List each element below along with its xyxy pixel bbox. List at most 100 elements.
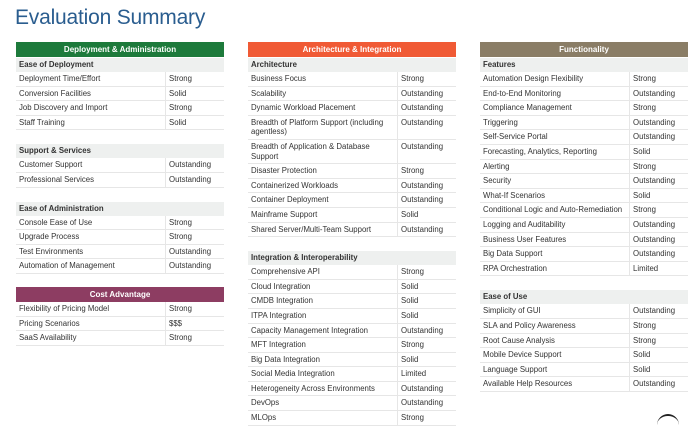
criterion-label: SaaS Availability bbox=[16, 331, 166, 345]
criterion-label: Cloud Integration bbox=[248, 279, 398, 294]
rating-value: Solid bbox=[633, 146, 651, 156]
table-row: Root Cause Analysis Strong bbox=[480, 333, 688, 349]
criterion-label: Language Support bbox=[480, 362, 630, 377]
rating-value: Solid bbox=[169, 117, 187, 127]
rating-value: Solid bbox=[633, 364, 651, 374]
table-row: Comprehensive API Strong bbox=[248, 265, 456, 280]
table-row: SLA and Policy Awareness Strong bbox=[480, 318, 688, 334]
rating-value: Strong bbox=[169, 217, 192, 227]
table-row: Security Outstanding bbox=[480, 174, 688, 189]
column-right: Functionality Features Automation Design F… bbox=[480, 42, 688, 392]
table-row: Conditional Logic and Auto-Remediation St… bbox=[480, 203, 688, 218]
table-row: Compliance Management Strong bbox=[480, 101, 688, 116]
table-row: Professional Services Outstanding bbox=[16, 172, 224, 188]
criterion-label: Forecasting, Analytics, Reporting bbox=[480, 144, 630, 159]
criterion-label: End-to-End Monitoring bbox=[480, 86, 630, 101]
criterion-label: Self-Service Portal bbox=[480, 130, 630, 144]
table-row: Forecasting, Analytics, Reporting Solid bbox=[480, 144, 688, 160]
table-row: Automation of Management Outstanding bbox=[16, 259, 224, 274]
table-row: ITPA Integration Solid bbox=[248, 308, 456, 324]
criterion-label: Staff Training bbox=[16, 115, 166, 130]
rating-value: Outstanding bbox=[401, 398, 444, 408]
table-row: Upgrade Process Strong bbox=[16, 230, 224, 245]
group-spacer bbox=[248, 237, 456, 250]
rating-value: Strong bbox=[633, 74, 656, 83]
table-row: Heterogeneity Across Environments Outstan… bbox=[248, 381, 456, 397]
group-title: Features bbox=[480, 58, 688, 72]
rating-value: Strong bbox=[633, 161, 656, 171]
table-row: Deployment Time/Effort Strong bbox=[16, 72, 224, 87]
table-row: What-If Scenarios Solid bbox=[480, 188, 688, 204]
table-row: Capacity Management Integration Outstandi… bbox=[248, 323, 456, 339]
criterion-label: Capacity Management Integration bbox=[248, 323, 398, 338]
rating-value: Strong bbox=[169, 232, 192, 242]
rating-value: Outstanding bbox=[401, 383, 444, 393]
rating-value: Strong bbox=[401, 267, 424, 277]
group-spacer bbox=[16, 188, 224, 201]
rating-value: Outstanding bbox=[633, 306, 676, 316]
criterion-label: MFT Integration bbox=[248, 338, 398, 352]
table-row: Job Discovery and Import Strong bbox=[16, 101, 224, 116]
table-row: Automation Design Flexibility Strong bbox=[480, 72, 688, 87]
rating-value: Outstanding bbox=[401, 325, 444, 335]
table-row: Alerting Strong bbox=[480, 159, 688, 175]
section-architecture-integration: Architecture & Integration Architecture Bu… bbox=[248, 42, 456, 426]
table-row: Breadth of Application & Database Suppor… bbox=[248, 139, 456, 165]
criterion-label: DevOps bbox=[248, 396, 398, 411]
table-row: Container Deployment Outstanding bbox=[248, 193, 456, 208]
section-header: Cost Advantage bbox=[16, 286, 224, 302]
criterion-label: Shared Server/Multi-Team Support bbox=[248, 222, 398, 237]
rating-value: Solid bbox=[401, 209, 419, 219]
rating-value: Solid bbox=[401, 354, 419, 364]
rating-value: Solid bbox=[169, 88, 187, 98]
page-title: Evaluation Summary bbox=[15, 6, 206, 29]
group-title: Ease of Use bbox=[480, 290, 688, 305]
rating-value: Solid bbox=[633, 350, 651, 360]
rating-value: Solid bbox=[401, 296, 419, 306]
criterion-label: SLA and Policy Awareness bbox=[480, 318, 630, 333]
rating-value: Strong bbox=[401, 74, 424, 83]
rating-value: Outstanding bbox=[401, 224, 444, 234]
table-row: End-to-End Monitoring Outstanding bbox=[480, 86, 688, 102]
rating-value: Limited bbox=[401, 369, 427, 379]
criterion-label: Social Media Integration bbox=[248, 367, 398, 381]
table-row: DevOps Outstanding bbox=[248, 396, 456, 412]
criterion-label: Heterogeneity Across Environments bbox=[248, 381, 398, 396]
column-middle: Architecture & Integration Architecture Bu… bbox=[248, 42, 456, 426]
criterion-label: MLOps bbox=[248, 411, 398, 425]
rating-value: Outstanding bbox=[401, 195, 444, 205]
table-row: CMDB Integration Solid bbox=[248, 294, 456, 309]
criterion-label: What-If Scenarios bbox=[480, 188, 630, 203]
rating-value: Solid bbox=[633, 190, 651, 200]
rating-value: Strong bbox=[169, 333, 192, 343]
table-row: Cloud Integration Solid bbox=[248, 279, 456, 295]
criterion-label: Big Data Integration bbox=[248, 352, 398, 367]
rating-value: Outstanding bbox=[633, 176, 676, 186]
rating-value: Strong bbox=[633, 335, 656, 345]
rating-value: Outstanding bbox=[633, 117, 676, 127]
group-title: Architecture bbox=[248, 58, 456, 72]
criterion-label: Root Cause Analysis bbox=[480, 333, 630, 348]
rating-value: Limited bbox=[633, 263, 659, 273]
criterion-label: Available Help Resources bbox=[480, 377, 630, 391]
criterion-label: Pricing Scenarios bbox=[16, 316, 166, 331]
rating-value: Strong bbox=[633, 320, 656, 330]
criterion-label: Containerized Workloads bbox=[248, 178, 398, 193]
section-header: Functionality bbox=[480, 42, 688, 57]
table-row: Containerized Workloads Outstanding bbox=[248, 178, 456, 194]
rating-value: Outstanding bbox=[633, 379, 676, 389]
table-row: Dynamic Workload Placement Outstanding bbox=[248, 101, 456, 116]
rating-value: Strong bbox=[401, 413, 424, 423]
table-row: Staff Training Solid bbox=[16, 115, 224, 131]
criterion-label: CMDB Integration bbox=[248, 294, 398, 308]
table-row: Customer Support Outstanding bbox=[16, 158, 224, 173]
table-row: Pricing Scenarios $$$ bbox=[16, 316, 224, 332]
table-row: Available Help Resources Outstanding bbox=[480, 377, 688, 392]
criterion-label: Upgrade Process bbox=[16, 230, 166, 244]
rating-value: Strong bbox=[169, 103, 192, 113]
criterion-label: Compliance Management bbox=[480, 101, 630, 115]
table-row: Conversion Facilities Solid bbox=[16, 86, 224, 102]
table-row: Test Environments Outstanding bbox=[16, 244, 224, 260]
criterion-label: Alerting bbox=[480, 159, 630, 174]
table-row: Big Data Support Outstanding bbox=[480, 247, 688, 262]
